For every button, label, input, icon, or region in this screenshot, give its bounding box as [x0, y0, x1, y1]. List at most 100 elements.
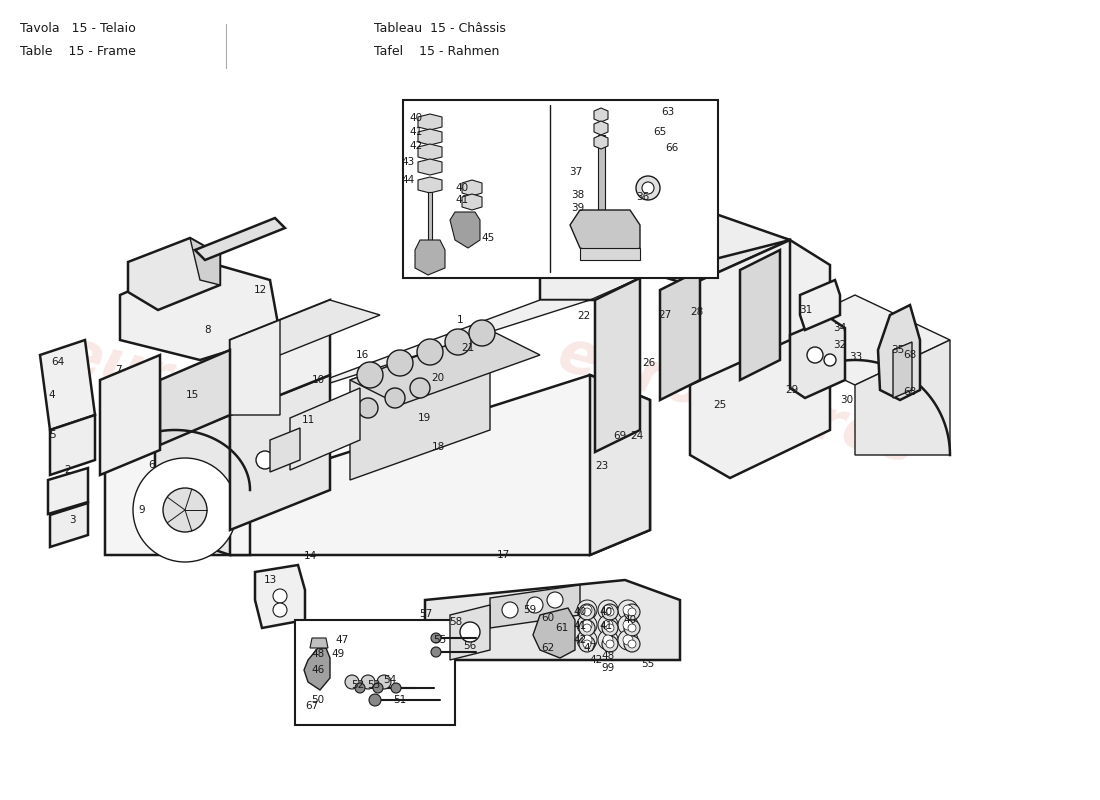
Circle shape: [618, 600, 638, 620]
Circle shape: [373, 683, 383, 693]
Text: 57: 57: [419, 609, 432, 619]
Circle shape: [502, 602, 518, 618]
Polygon shape: [418, 114, 442, 130]
Text: 40: 40: [624, 615, 637, 625]
Text: 25: 25: [714, 400, 727, 410]
Circle shape: [358, 362, 383, 388]
Text: 40: 40: [409, 113, 422, 123]
Text: 38: 38: [571, 190, 584, 200]
Circle shape: [273, 589, 287, 603]
Circle shape: [623, 605, 632, 615]
Polygon shape: [580, 248, 640, 260]
Circle shape: [578, 615, 597, 635]
Polygon shape: [425, 580, 680, 660]
Text: eurospares: eurospares: [551, 325, 923, 475]
Text: 13: 13: [263, 575, 276, 585]
Circle shape: [623, 620, 632, 630]
Polygon shape: [590, 375, 650, 555]
Polygon shape: [800, 280, 840, 330]
Circle shape: [628, 608, 636, 616]
Circle shape: [578, 600, 597, 620]
Circle shape: [618, 615, 638, 635]
Polygon shape: [418, 144, 442, 160]
Polygon shape: [50, 503, 88, 547]
Text: 36: 36: [637, 192, 650, 202]
Polygon shape: [760, 295, 950, 385]
Text: 41: 41: [600, 621, 613, 631]
Circle shape: [163, 488, 207, 532]
Circle shape: [385, 388, 405, 408]
Polygon shape: [790, 318, 845, 398]
Circle shape: [579, 620, 595, 636]
Polygon shape: [230, 300, 380, 355]
Text: 99: 99: [602, 663, 615, 673]
Text: 18: 18: [431, 442, 444, 452]
Text: 37: 37: [570, 167, 583, 177]
Polygon shape: [160, 350, 230, 445]
Circle shape: [606, 624, 614, 632]
Text: 14: 14: [304, 551, 317, 561]
Polygon shape: [570, 210, 640, 258]
Circle shape: [583, 624, 591, 632]
Polygon shape: [190, 238, 220, 285]
Polygon shape: [462, 194, 482, 210]
Circle shape: [636, 176, 660, 200]
Text: 40: 40: [573, 607, 586, 617]
Polygon shape: [310, 638, 328, 648]
Circle shape: [642, 182, 654, 194]
Polygon shape: [120, 260, 280, 360]
Polygon shape: [598, 135, 605, 210]
Circle shape: [309, 428, 327, 446]
Text: 34: 34: [834, 323, 847, 333]
Text: 41: 41: [573, 621, 586, 631]
Circle shape: [603, 620, 613, 630]
Circle shape: [578, 630, 597, 650]
Text: 42: 42: [409, 141, 422, 151]
Text: 63: 63: [661, 107, 674, 117]
Text: 11: 11: [301, 415, 315, 425]
Polygon shape: [195, 218, 285, 260]
Text: 28: 28: [691, 307, 704, 317]
Circle shape: [598, 615, 618, 635]
Text: 31: 31: [800, 305, 813, 315]
Text: 30: 30: [840, 395, 854, 405]
Polygon shape: [594, 121, 608, 135]
Text: 16: 16: [355, 350, 368, 360]
Text: 68: 68: [903, 387, 916, 397]
Text: Table    15 - Frame: Table 15 - Frame: [20, 45, 135, 58]
Text: 5: 5: [48, 430, 55, 440]
Polygon shape: [450, 605, 490, 660]
Circle shape: [807, 347, 823, 363]
Polygon shape: [50, 415, 95, 475]
Text: 41: 41: [409, 127, 422, 137]
Text: 15: 15: [186, 390, 199, 400]
Text: 24: 24: [630, 431, 644, 441]
Polygon shape: [660, 270, 700, 400]
Text: 47: 47: [583, 643, 596, 653]
Text: eurospares: eurospares: [56, 325, 428, 475]
Polygon shape: [740, 250, 780, 380]
Polygon shape: [128, 238, 220, 310]
Polygon shape: [230, 375, 330, 530]
Polygon shape: [48, 468, 88, 514]
Text: 10: 10: [311, 375, 324, 385]
Text: 22: 22: [578, 311, 591, 321]
Text: 56: 56: [463, 641, 476, 651]
Text: 3: 3: [68, 515, 75, 525]
Circle shape: [624, 604, 640, 620]
Circle shape: [582, 620, 592, 630]
Polygon shape: [230, 278, 640, 415]
Polygon shape: [450, 212, 480, 248]
Circle shape: [361, 675, 375, 689]
Text: 45: 45: [482, 233, 495, 243]
Polygon shape: [418, 129, 442, 145]
Text: Tavola   15 - Telaio: Tavola 15 - Telaio: [20, 22, 135, 35]
Polygon shape: [255, 565, 305, 628]
Text: 41: 41: [455, 195, 469, 205]
Polygon shape: [418, 177, 442, 193]
Circle shape: [387, 350, 412, 376]
Polygon shape: [855, 340, 950, 455]
Text: 40: 40: [455, 183, 469, 193]
Polygon shape: [230, 320, 280, 415]
Text: 21: 21: [461, 343, 474, 353]
